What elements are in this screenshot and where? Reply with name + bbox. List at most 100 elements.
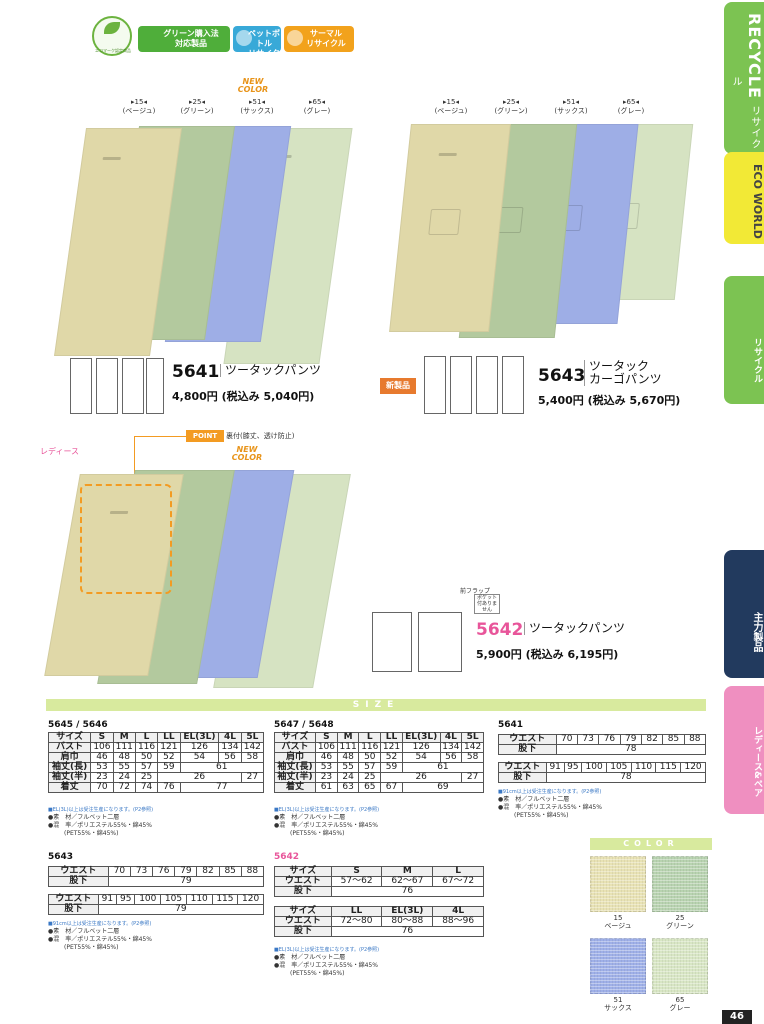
footnote-5642: ■EL(3L)以上は受注生産になります。(P2参照) — [274, 947, 380, 953]
tab-recycle-jp: リサイクル — [730, 75, 760, 150]
thermal-line2: リサイクル — [306, 39, 346, 48]
footnote-5641: ■91cm以上は受注生産になります。(P2参照) — [498, 789, 602, 795]
table-row: ウエスト 91 95 100 105 110 115 120 — [48, 894, 264, 905]
table-title-5643: 5643 — [48, 852, 74, 862]
swatch-green — [652, 856, 708, 912]
tab-main-products[interactable]: 主力製品 — [724, 550, 764, 678]
table-row: 着丈 70 72 74 76 77 — [47, 782, 265, 793]
tab-eco-world[interactable]: ECO WORLD — [724, 152, 764, 244]
new-color-word-color: COLOR — [237, 85, 269, 94]
flat-sketch-5642-back — [418, 612, 462, 672]
product-price-5641: 4,800円 (税込み 5,040円) — [172, 390, 315, 403]
pet-bottle-line2: リサイクル — [248, 49, 280, 68]
swatch-beige — [590, 856, 646, 912]
flat-sketch-5643-back — [450, 356, 472, 414]
size-table-5645: サイズ S M L LL EL(3L) 4L 5L バスト 106 111 116 121 126 134… — [47, 732, 265, 793]
table-row: ウエスト 72〜80 80〜88 88〜96 — [274, 916, 484, 927]
table-row: 肩巾 46 48 50 52 54 56 58 — [47, 752, 265, 763]
table-title-5642: 5642 — [274, 852, 300, 862]
table-title-5647: 5647 / 5648 — [274, 720, 334, 730]
table-row: 袖丈(長) 53 55 57 59 61 — [47, 762, 265, 773]
tab-recycle-en: RECYCLE — [745, 12, 764, 99]
green-purchase-line1: グリーン購入法 — [163, 29, 219, 38]
table-row: 股下 78 — [498, 772, 707, 783]
swatch-sax — [590, 938, 646, 994]
table-row: 股下 78 — [498, 744, 707, 755]
color-label-green-b: ▸25◂ (グリーン) — [494, 98, 528, 115]
size-table-5642-b: サイズ LL EL(3L) 4L ウエスト 72〜80 80〜88 88〜96 股下 76 — [274, 906, 485, 937]
color-label-sax-a: ▸51◂ (サックス) — [240, 98, 274, 115]
new-color-word-new: NEW — [242, 77, 264, 86]
table-row: 袖丈(半) 23 24 25 26 27 — [273, 772, 484, 783]
table-row: 着丈 61 63 65 67 69 — [273, 782, 485, 793]
tab-ladies-pair[interactable]: レディース&ペア — [724, 686, 764, 814]
new-color-label-top: NEW COLOR — [236, 78, 270, 94]
swatch-caption-gray: 65 グレー — [669, 996, 691, 1012]
table-row: 股下 79 — [48, 904, 265, 915]
product-price-5643: 5,400円 (税込み 5,670円) — [538, 394, 681, 407]
color-section-bar: COLOR — [590, 838, 712, 850]
ladies-label: レディース — [40, 447, 80, 456]
green-purchase-badge: グリーン購入法 対応製品 — [138, 26, 230, 52]
flat-sketch-5641-front — [70, 358, 92, 414]
table-row: ウエスト 70 73 76 79 82 85 88 — [48, 866, 265, 877]
table-row: 袖丈(長) 53 55 57 59 61 — [273, 762, 485, 773]
tab-recycle-section[interactable]: リサイクル — [724, 276, 764, 404]
table-row: サイズ S M L LL EL(3L) 4L 5L — [273, 732, 484, 743]
point-text: 裏付(膝丈、透け防止) — [226, 432, 295, 440]
point-tag: POINT — [186, 430, 224, 442]
flat-sketch-5643-detail — [502, 356, 524, 414]
material-5643: ●素 材／フルベット二層 ●混 率／ポリエステル55%・綿45% (PET55%… — [48, 928, 152, 951]
flat-sketch-5641-back — [96, 358, 118, 414]
table-row: サイズ LL EL(3L) 4L — [274, 906, 484, 917]
flat-sketch-5643-side — [476, 356, 498, 414]
material-5645: ●素 材／フルベット二層 ●混 率／ポリエステル55%・綿45% (PET55%… — [48, 814, 152, 837]
thermal-line1: サーマル — [310, 29, 342, 38]
swatch-gray — [652, 938, 708, 994]
product-name-5641: ツータックパンツ — [220, 364, 321, 377]
table-row: 肩巾 46 48 50 52 54 56 58 — [273, 752, 484, 763]
flat-sketch-5641-detail — [146, 358, 164, 414]
swatch-caption-green: 25 グリーン — [666, 914, 694, 930]
table-title-5645: 5645 / 5646 — [48, 720, 108, 730]
table-row: ウエスト 70 73 76 79 82 85 88 — [498, 734, 707, 745]
pet-bottle-badge: ペットボトル リサイクル — [233, 26, 281, 68]
product-number-5643: 5643 — [538, 366, 586, 386]
thermal-badge: サーマル リサイクル — [284, 26, 354, 52]
new-color-word-color-ladies: COLOR — [231, 453, 263, 462]
flame-icon — [287, 30, 303, 46]
swatch-caption-sax: 51 サックス — [604, 996, 632, 1012]
product-name-5642: ツータックパンツ — [524, 622, 625, 635]
product-name-5643-line1: ツータック — [589, 359, 650, 373]
table-row: バスト 106 111 116 121 126 134 142 — [273, 742, 484, 753]
green-purchase-line2: 対応製品 — [175, 39, 207, 48]
swatch-caption-beige: 15 ベージュ — [604, 914, 632, 930]
size-table-5641-a: ウエスト 70 73 76 79 82 85 88 股下 78 — [498, 734, 707, 755]
size-table-5641-b: ウエスト 91 95 100 105 110 115 120 股下 78 — [498, 762, 707, 783]
color-label-green-a: ▸25◂ (グリーン) — [180, 98, 214, 115]
flat-sketch-5643-front — [424, 356, 446, 414]
material-5641: ●素 材／フルベット二層 ●混 率／ポリエステル55%・綿45% (PET55%… — [498, 796, 602, 819]
product-name-5643-line2: カーゴパンツ — [589, 372, 662, 386]
table-row: サイズ S M L LL EL(3L) 4L 5L — [47, 732, 265, 743]
table-row: 股下 79 — [48, 876, 265, 887]
color-label-beige-b: ▸15◂ (ベージュ) — [434, 98, 468, 115]
point-leader-v — [134, 436, 135, 486]
new-color-label-ladies: NEW COLOR — [230, 446, 264, 462]
footnote-5647: ■EL(3L)以上は受注生産になります。(P2参照) — [274, 807, 380, 813]
material-5647: ●素 材／フルベット二層 ●混 率／ポリエステル55%・綿45% (PET55%… — [274, 814, 378, 837]
table-row: 袖丈(半) 23 24 25 26 27 — [47, 772, 265, 783]
eco-mark-text: エコマーク認定商品 — [95, 48, 131, 53]
table-row: ウエスト 91 95 100 105 110 115 120 — [498, 762, 706, 773]
tab-recycle[interactable]: RECYCLE リサイクル — [724, 2, 764, 154]
product-price-5642: 5,900円 (税込み 6,195円) — [476, 648, 619, 661]
footnote-5645: ■EL(3L)以上は受注生産になります。(P2参照) — [48, 807, 154, 813]
new-product-badge: 新製品 — [380, 378, 416, 394]
flap-note-title: 前フラップ — [460, 588, 491, 595]
size-table-5643-a: ウエスト 70 73 76 79 82 85 88 股下 79 — [48, 866, 265, 887]
table-row: 股下 76 — [274, 926, 485, 937]
table-row: バスト 106 111 116 121 126 134 142 — [47, 742, 265, 753]
table-row: ウエスト 57〜62 62〜67 67〜72 — [274, 876, 484, 887]
color-label-sax-b: ▸51◂ (サックス) — [554, 98, 588, 115]
table-row: 股下 76 — [274, 886, 485, 897]
